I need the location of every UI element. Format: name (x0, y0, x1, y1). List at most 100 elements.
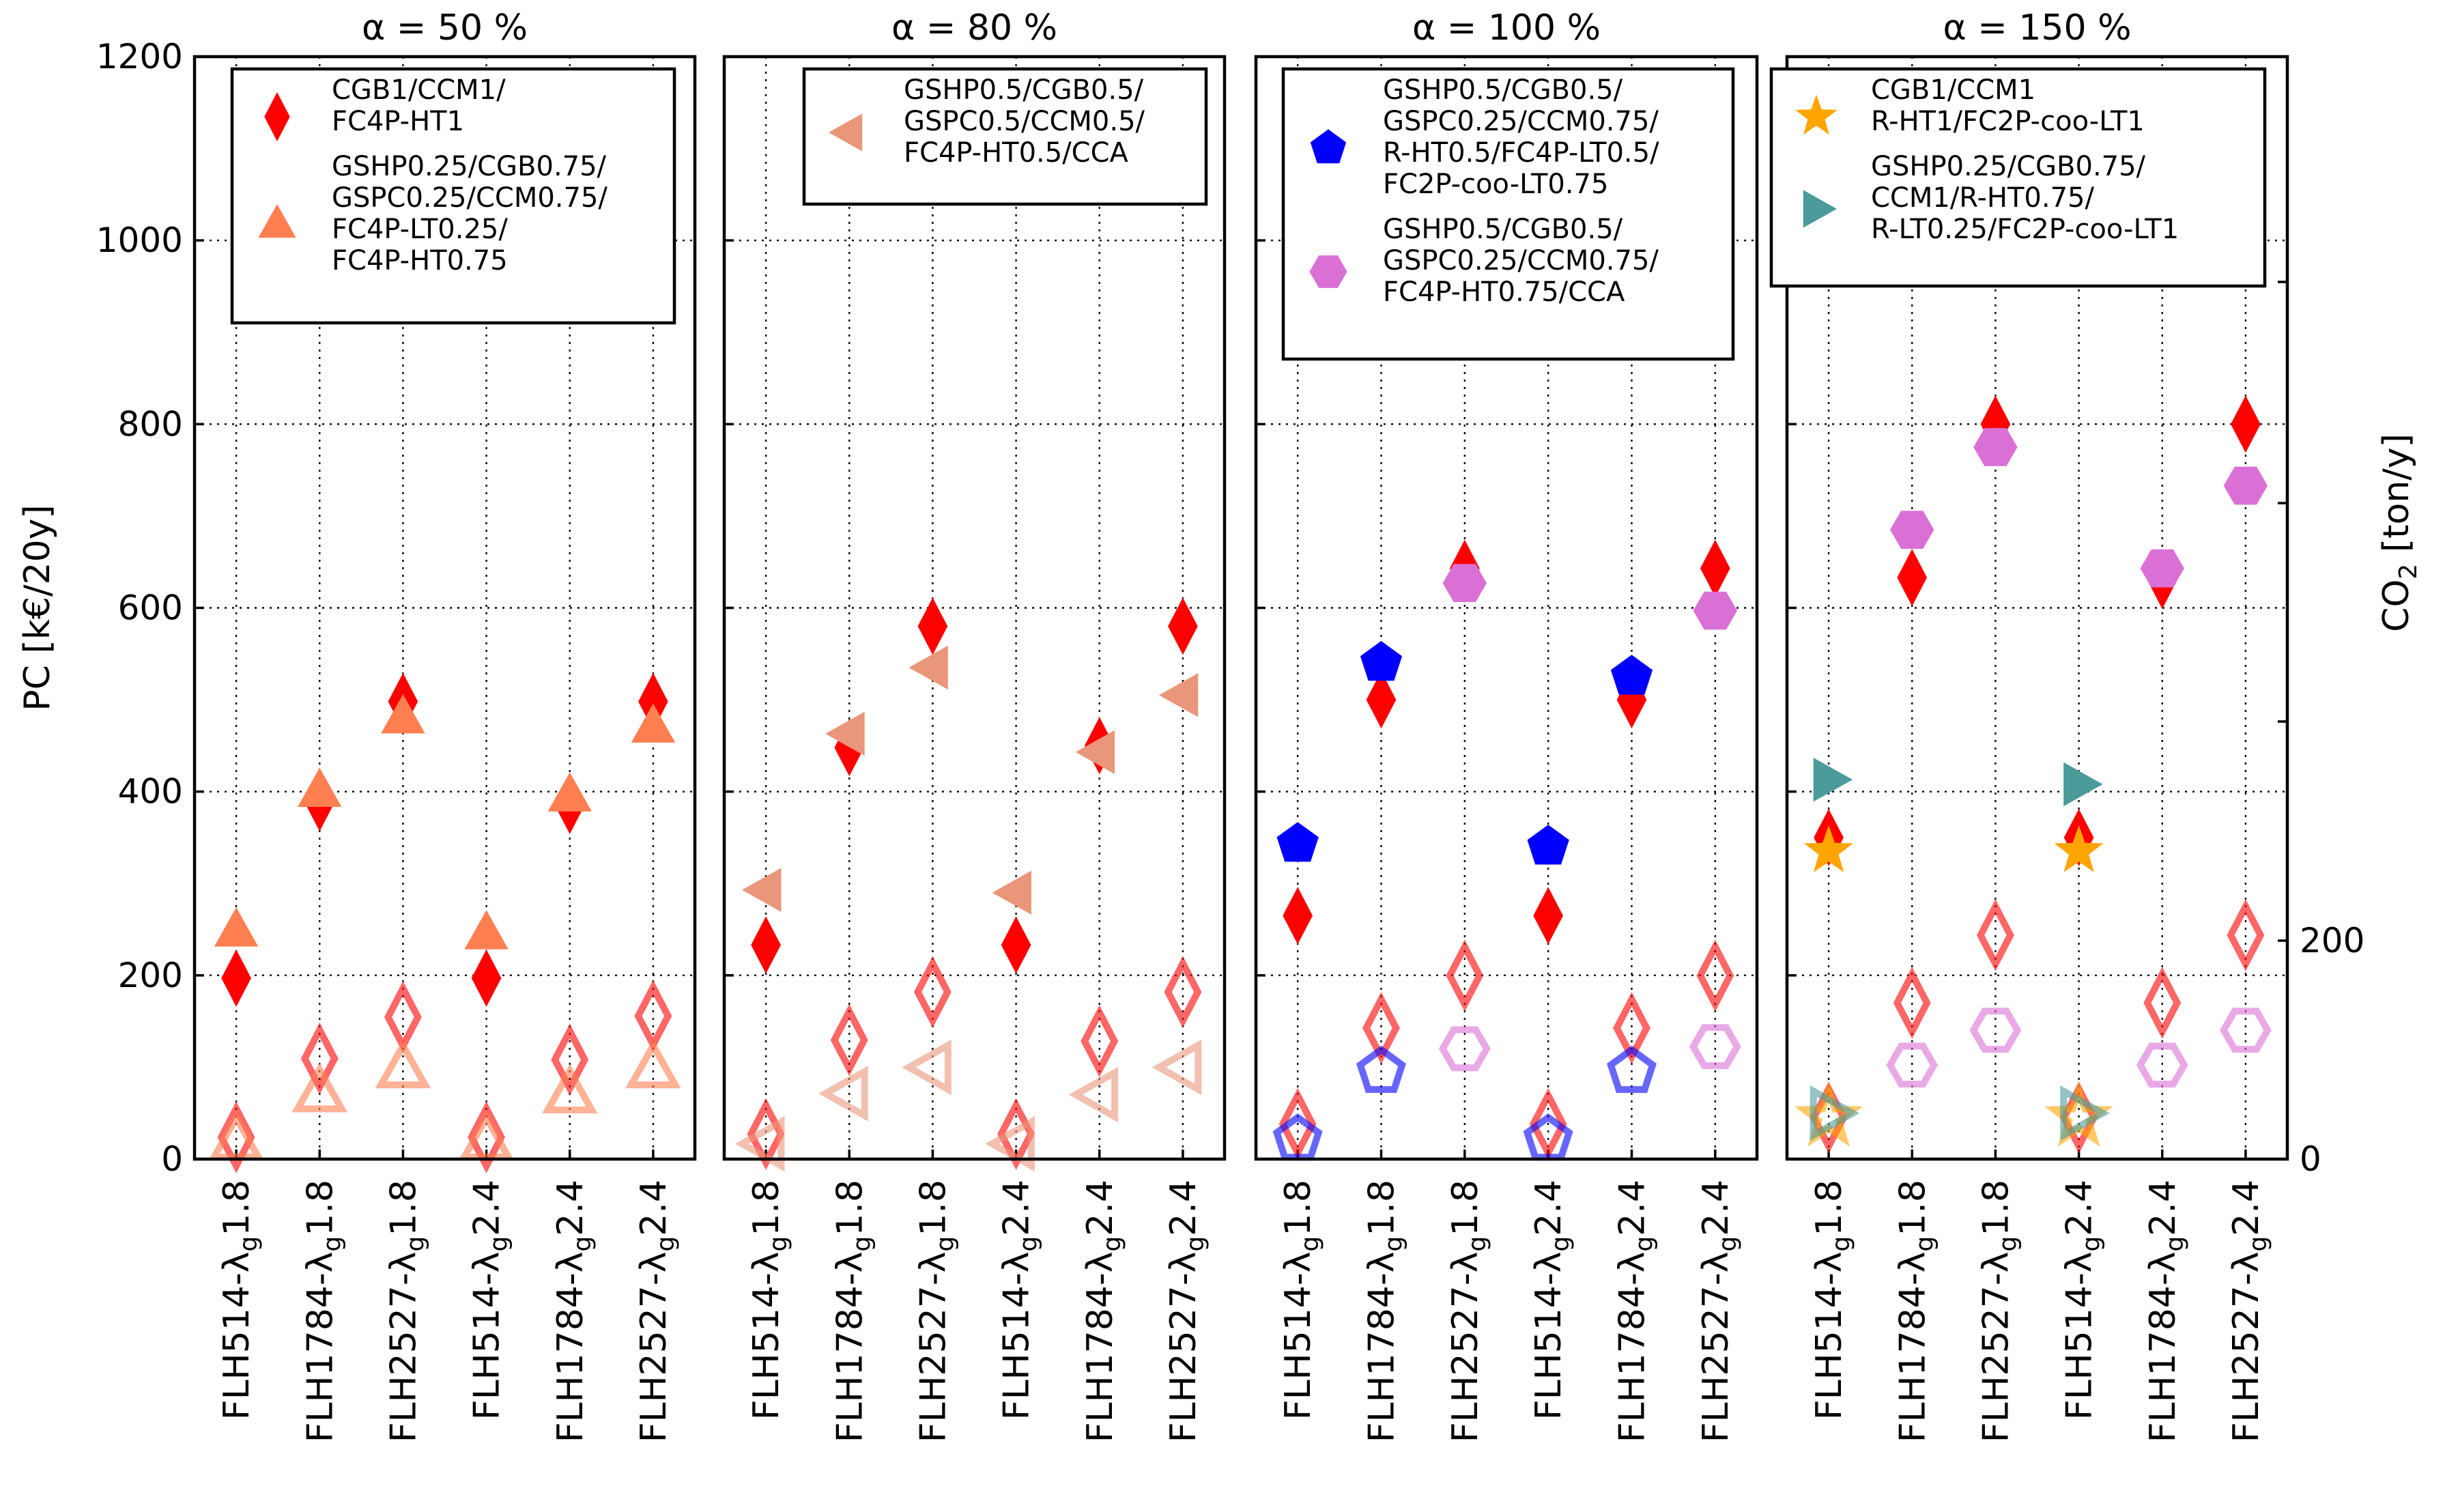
co2-marker (300, 1022, 339, 1095)
co2-marker (1607, 1045, 1657, 1094)
xtick-label: FLH2527-λg2.4 (633, 1180, 680, 1442)
pc-marker (1813, 757, 1853, 802)
xtick-label: FLH2527-λg1.8 (383, 1180, 429, 1442)
xtick-label: FLH514-λg1.8 (1809, 1180, 1855, 1420)
legend-entry-text: GSPC0.25/CCM0.75/ (1383, 245, 1659, 276)
xtick-label: FLH514-λg2.4 (997, 1180, 1043, 1420)
pc-marker (1890, 511, 1934, 549)
co2-marker (1523, 1113, 1573, 1161)
co2-marker (1696, 939, 1734, 1012)
legend-entry-text: FC4P-HT1 (332, 106, 464, 137)
pc-marker (214, 907, 259, 947)
co2-marker (458, 1111, 515, 1160)
co2-marker (1529, 1087, 1567, 1160)
xtick-label: FLH514-λg2.4 (467, 1180, 513, 1420)
ytick-label-left: 0 (161, 1139, 183, 1179)
co2-marker (1446, 939, 1484, 1012)
pc-marker (471, 949, 502, 1007)
xtick-label: FLH514-λg1.8 (216, 1180, 263, 1420)
legend-entry-text: R-HT1/FC2P-coo-LT1 (1871, 106, 2145, 137)
co2-marker (1893, 967, 1931, 1040)
pc-marker (1804, 825, 1853, 872)
pc-marker (1897, 549, 1928, 607)
co2-marker (1356, 1045, 1406, 1094)
pc-marker (1442, 564, 1487, 602)
legend-marker (264, 92, 290, 141)
legend: CGB1/CCM1/FC4P-HT1 GSHP0.25/CGB0.75/GSPC0… (230, 67, 676, 325)
pc-marker (1075, 730, 1115, 774)
co2-marker (2136, 1042, 2188, 1088)
pc-marker (1610, 655, 1653, 695)
panel-1: α = 50 % FLH514-λg1.8 FLH1784-λg1.8 FLH2527… (192, 8, 697, 1442)
legend-box (1769, 67, 2267, 288)
pc-marker (1360, 641, 1403, 681)
xtick-label: FLH1784-λg1.8 (1892, 1180, 1939, 1442)
co2-marker (1969, 1008, 2022, 1053)
xtick-label: FLH1784-λg1.8 (300, 1180, 346, 1442)
pc-marker (909, 645, 948, 690)
xtick-label: FLH2527-λg1.8 (913, 1180, 959, 1442)
legend-entry-text: CGB1/CCM1 (1871, 74, 2035, 106)
legend-marker (1803, 190, 1837, 228)
pc-marker (1527, 825, 1569, 865)
xtick-label: FLH514-λg2.4 (2059, 1180, 2106, 1420)
xtick-label: FLH2527-λg2.4 (2226, 1180, 2272, 1442)
xtick-label: FLH514-λg2.4 (1528, 1180, 1575, 1420)
co2-marker (1613, 992, 1650, 1064)
xtick-label: FLH1784-λg1.8 (1362, 1180, 1408, 1442)
legend: GSHP0.5/CGB0.5/GSPC0.5/CCM0.5/FC4P-HT0.5… (802, 67, 1208, 206)
panel-title: α = 80 % (891, 8, 1057, 48)
legend-entry-text: CCM1/R-HT0.75/ (1871, 182, 2094, 214)
pc-marker (1366, 671, 1397, 729)
pc-marker (751, 916, 781, 974)
xtick-label: FLH2527-λg1.8 (1975, 1180, 2022, 1442)
panel-frame (1254, 55, 1759, 1161)
legend-marker (1309, 255, 1347, 288)
pc-marker (1001, 916, 1031, 974)
co2-marker (913, 956, 952, 1029)
y-axis-title-left: PC [k€/20y] (17, 504, 58, 711)
pc-marker (2140, 549, 2184, 588)
ytick-label-right: 0 (2300, 1139, 2321, 1179)
xtick-label: FLH2527-λg2.4 (1696, 1180, 1742, 1442)
co2-marker (291, 1062, 347, 1113)
legend-entry-text: GSHP0.5/CGB0.5/ (904, 74, 1144, 106)
co2-marker (1810, 1085, 1860, 1141)
legend-box (1281, 67, 1735, 361)
legend-marker (829, 113, 863, 152)
co2-marker (1081, 1005, 1119, 1078)
pc-marker (742, 868, 782, 912)
xtick-label: FLH1784-λg2.4 (1612, 1180, 1659, 1442)
ytick-label-left: 1200 (96, 37, 183, 76)
legend-entry-text: GSHP0.25/CGB0.75/ (332, 151, 607, 182)
co2-marker (1689, 1024, 1741, 1070)
pc-marker (221, 949, 251, 1007)
xtick-label: FLH1784-λg2.4 (1080, 1180, 1126, 1442)
legend-entry-text: FC2P-coo-LT0.75 (1383, 169, 1608, 200)
pc-marker (992, 870, 1031, 915)
pc-marker (638, 672, 668, 730)
legend-entry-text: GSPC0.5/CCM0.5/ (904, 106, 1145, 137)
co2-marker (1362, 992, 1400, 1064)
legend-entry-text: FC4P-HT0.5/CCA (904, 137, 1129, 169)
co2-marker (1068, 1066, 1119, 1123)
panel-frame (722, 55, 1227, 1161)
xtick-label: FLH2527-λg2.4 (1163, 1180, 1210, 1442)
co2-marker (830, 1003, 868, 1076)
co2-marker (1976, 899, 2014, 971)
pc-marker (1700, 539, 1730, 597)
legend-entry-text: CGB1/CCM1/ (332, 74, 506, 106)
pc-marker (2063, 762, 2103, 807)
xtick-label: FLH514-λg1.8 (746, 1180, 792, 1420)
pc-marker (1168, 597, 1198, 655)
co2-marker (208, 1111, 264, 1160)
xtick-label: FLH1784-λg1.8 (829, 1180, 876, 1442)
ytick-label-left: 200 (118, 956, 183, 995)
panel-3: α = 100 % FLH514-λg1.8 FLH1784-λg1.8 FLH252… (1254, 8, 1759, 1442)
panel-title: α = 50 % (362, 8, 528, 48)
legend-entry-text: GSHP0.5/CGB0.5/ (1383, 214, 1623, 245)
panel-frame (1785, 55, 2289, 1161)
xtick-label: FLH2527-λg1.8 (1445, 1180, 1491, 1442)
